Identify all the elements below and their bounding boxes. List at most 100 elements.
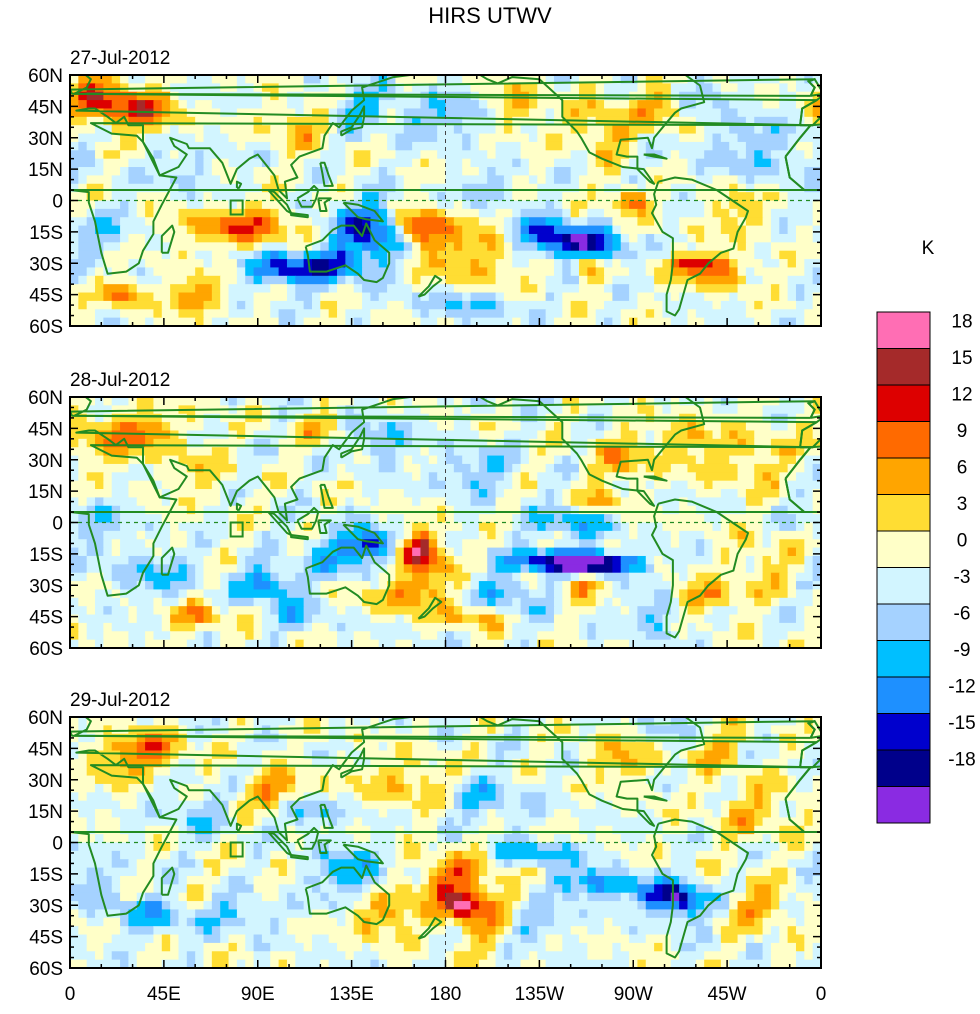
field-cell [687,192,697,202]
field-cell [120,547,155,557]
field-cell [620,317,630,326]
field-cell [403,225,413,235]
field-cell [612,522,622,532]
field-cell [103,480,113,490]
field-cell [553,564,563,574]
field-cell [428,192,438,202]
field-cell [195,631,205,641]
field-cell [754,125,764,135]
field-cell [70,183,79,193]
field-cell [261,397,288,406]
field-cell [270,800,280,810]
field-cell [170,909,180,919]
field-cell [478,489,488,498]
field-cell [729,141,747,151]
field-cell [462,183,505,193]
field-cell [587,909,647,919]
field-cell [512,463,522,473]
field-cell [412,250,422,260]
field-cell [70,942,88,952]
field-cell [170,91,180,101]
field-cell [670,589,680,599]
field-cell [795,742,805,752]
field-cell [779,292,789,302]
field-cell [220,275,238,285]
field-cell [462,405,472,415]
field-cell [362,775,371,785]
field-cell [395,850,405,860]
field-cell [620,447,630,457]
field-cell [754,825,780,835]
field-cell [670,150,680,160]
field-cell [462,589,472,599]
field-cell [337,639,355,648]
field-cell [587,300,605,310]
field-cell [453,547,463,557]
field-cell [453,555,488,565]
field-cell [178,867,205,877]
field-cell [595,141,630,151]
field-cell [812,809,821,818]
field-cell [437,133,463,143]
field-cell [362,884,371,894]
field-cell [253,309,271,319]
field-cell [453,800,463,810]
field-cell [328,141,346,151]
coastline-philippines [319,483,334,509]
field-cell [812,430,821,440]
field-cell [437,208,447,218]
field-cell [95,150,104,160]
field-cell [412,926,447,936]
field-cell [562,100,588,110]
field-cell [161,275,188,285]
field-cell [195,622,238,632]
field-cell [512,472,522,482]
field-cell [145,834,155,844]
field-cell [812,200,821,210]
field-cell [245,555,271,565]
field-cell [503,859,513,869]
field-cell [712,208,730,218]
field-cell [562,275,580,285]
field-cell [804,834,821,844]
field-cell [103,183,113,193]
field-cell [153,547,163,557]
field-cell [687,834,705,844]
field-cell [303,639,338,648]
field-cell [745,150,755,160]
field-cell [453,125,463,135]
field-cell [779,447,797,457]
field-cell [328,233,338,243]
field-cell [553,397,563,406]
field-cell [470,259,480,269]
field-cell [253,225,271,235]
field-cell [462,539,505,549]
field-cell [353,717,371,726]
field-cell [712,539,739,549]
field-cell [103,733,138,743]
coastline-australia [304,864,391,926]
field-cell [528,884,547,894]
field-cell [470,926,497,936]
field-cell [345,183,355,193]
coastlines [70,717,821,959]
field-cell [303,472,338,482]
field-cell [345,606,363,616]
coastline-south-america [651,498,749,639]
field-cell [545,447,572,457]
field-cell [737,530,747,540]
field-cell [303,606,321,616]
field-cell [620,175,630,185]
field-cell [295,614,305,624]
field-cell [370,309,413,319]
field-cell [186,192,196,202]
field-cell [378,455,397,465]
field-cell [86,83,96,93]
field-cell [612,125,630,135]
field-cell [612,750,630,760]
field-cell [795,100,805,110]
field-cell [795,233,814,243]
field-cell [487,572,513,582]
field-cell [737,917,755,927]
field-cell [245,200,263,210]
